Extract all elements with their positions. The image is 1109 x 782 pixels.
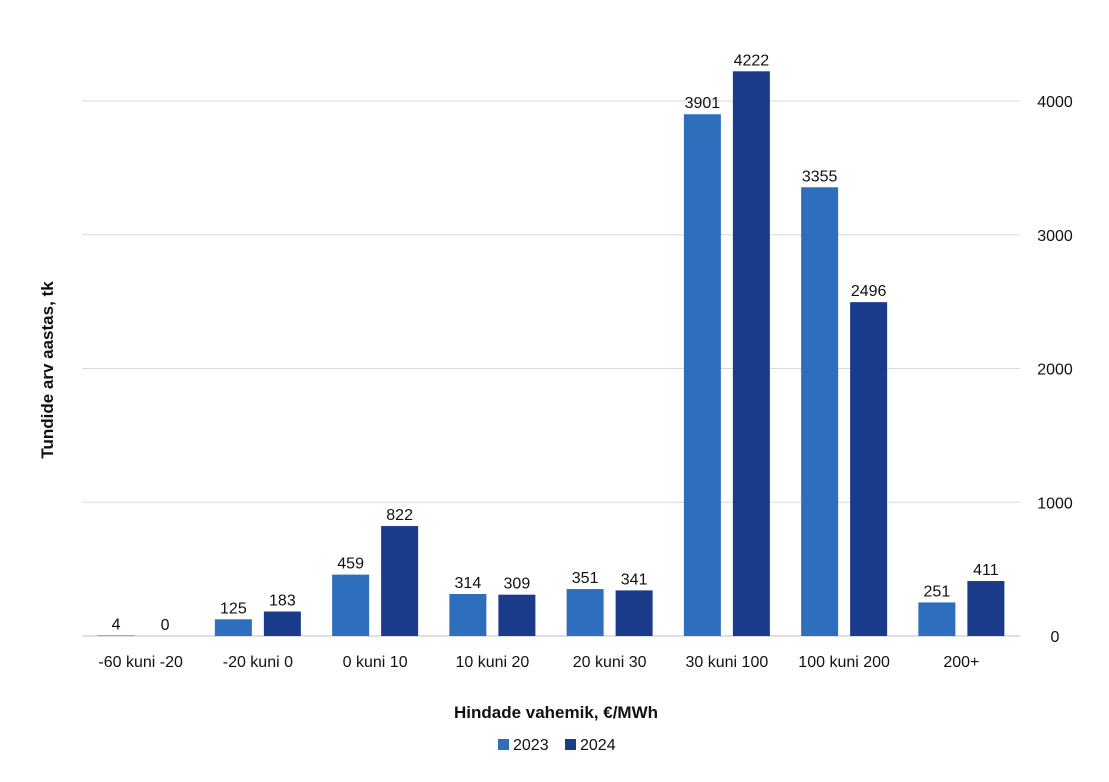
data-label-2023: 314 [455,575,482,592]
x-tick-label: 10 kuni 20 [455,654,529,671]
data-label-2024: 4222 [734,52,770,69]
data-label-2024: 309 [504,576,531,593]
bar-2023 [449,594,487,636]
y-axis-ticks: 0 1000 2000 3000 4000 [1037,94,1073,646]
data-label-2023: 351 [572,570,599,587]
y-tick-label: 3000 [1037,228,1073,245]
bar-2024 [967,581,1005,636]
x-axis-ticks: -60 kuni -20 -20 kuni 0 0 kuni 10 10 kuni 2… [98,654,979,671]
x-tick-label: 20 kuni 30 [573,654,647,671]
data-label-2024: 822 [386,507,413,524]
x-tick-label: 200+ [943,654,979,671]
y-tick-label: 1000 [1037,495,1073,512]
x-tick-label: 30 kuni 100 [686,654,769,671]
bar-2023 [683,114,721,636]
y-tick-label: 4000 [1037,94,1073,111]
legend: 2023 2024 [498,737,616,754]
x-tick-label: 0 kuni 10 [343,654,408,671]
bar-2023 [566,589,604,636]
data-label-2023: 459 [337,556,364,573]
bar-2024 [263,611,301,636]
x-tick-label: -20 kuni 0 [223,654,293,671]
bar-2024 [732,71,770,637]
bar-2023 [332,574,370,636]
x-tick-label: 100 kuni 200 [798,654,890,671]
data-label-2024: 0 [161,617,170,634]
bar-2024 [850,302,888,636]
bar-2024 [615,590,653,636]
y-axis-title: Tundide arv aastas, tk [38,281,57,459]
data-label-2023: 251 [924,583,951,600]
x-tick-label: -60 kuni -20 [98,654,183,671]
data-label-2023: 125 [220,600,247,617]
data-label-2024: 2496 [851,283,887,300]
data-labels: 4 0 125 183 459 822 314 309 351 341 3901 4222 3355 24… [112,52,999,634]
y-tick-label: 2000 [1037,362,1073,379]
bar-2023 [801,187,839,637]
data-label-2023: 4 [112,616,121,633]
legend-label-2023: 2023 [513,737,549,754]
data-label-2024: 183 [269,593,296,610]
bar-2024 [498,594,536,636]
bar-2023 [214,619,252,636]
legend-label-2024: 2024 [580,737,616,754]
bar-2024 [381,526,419,636]
y-tick-label: 0 [1051,629,1060,646]
data-label-2024: 341 [621,571,648,588]
data-label-2024: 411 [973,562,999,579]
bar-2023 [918,602,956,636]
bar-2023 [97,635,135,636]
legend-swatch-2023 [498,739,509,750]
legend-swatch-2024 [565,739,576,750]
x-axis-title: Hindade vahemik, €/MWh [454,703,658,722]
data-label-2023: 3355 [802,168,838,185]
bars [97,71,1005,637]
data-label-2023: 3901 [685,95,721,112]
